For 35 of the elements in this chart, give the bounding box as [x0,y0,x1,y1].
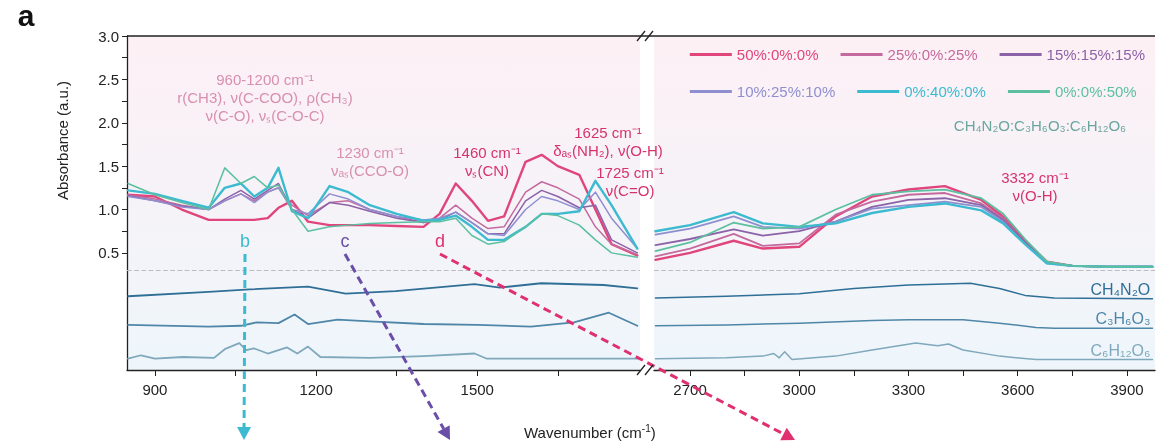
annotation: c [340,231,350,251]
x-tick-label: 3900 [1110,381,1144,398]
series-label: C₆H₁₂O₆ [1090,341,1151,360]
x-tick-label: 1200 [299,381,333,398]
y-tick-label: 2.5 [98,70,119,88]
legend-label: 10%:25%:10% [736,83,836,100]
annotation: 1230 cm⁻¹ νₐₛ(CCO-O) [330,144,410,180]
x-axis-title: Wavenumber (cm$^{-1}$) [524,423,656,441]
y-tick-label: 0.5 [98,244,119,262]
x-tick-label: 900 [142,381,168,398]
legend-label: 25%:0%:25% [887,46,978,63]
annotation: 1725 cm⁻¹ ν(C=O) [596,164,664,200]
y-tick-label: 3.0 [98,27,119,45]
annotation: d [434,231,446,251]
annotation: CH₄N₂O:C₃H₆O₃:C₆H₁₂O₆ [953,117,1127,135]
annotation: 1460 cm⁻¹ νₛ(CN) [453,144,521,180]
annotation: 1625 cm⁻¹ δₐₛ(NH₂), ν(O-H) [553,124,663,160]
y-tick-label: 1.5 [98,157,119,175]
text: a [17,0,35,32]
series-label: CH₄N₂O [1090,280,1151,299]
x-tick-label: 3000 [782,381,816,398]
annotation: b [239,231,251,251]
y-tick-label: 1.0 [98,201,119,219]
legend-label: 0%:0%:50% [1054,83,1137,100]
legend-label: 15%:15%:15% [1046,46,1146,63]
series-label: C₃H₆O₃ [1095,310,1151,329]
annotation: 960-1200 cm⁻¹ r(CH3), ν(C-COO), ρ(CH₃) ν(C-O), νₛ(C-O-C) [177,71,353,125]
y-axis-title: Absorbance (a.u.) [53,80,71,200]
x-tick-label: 3300 [891,381,926,398]
x-tick-label: 3600 [1001,381,1035,398]
x-tick-label: 1500 [460,381,494,398]
legend-label: 50%:0%:0% [736,46,819,63]
legend-label: 0%:40%:0% [904,83,986,100]
annotation: 3332 cm⁻¹ ν(O-H) [1001,169,1069,205]
y-tick-label: 2.0 [98,114,119,132]
